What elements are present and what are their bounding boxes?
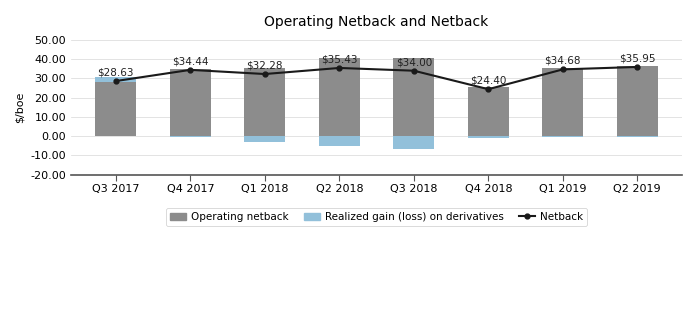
Bar bbox=[617, 66, 658, 136]
Text: $34.44: $34.44 bbox=[172, 56, 208, 66]
Text: $35.95: $35.95 bbox=[619, 53, 656, 63]
Bar bbox=[170, 69, 210, 136]
Text: $24.40: $24.40 bbox=[470, 76, 507, 86]
Bar bbox=[393, 58, 434, 136]
Bar bbox=[319, 58, 360, 136]
Title: Operating Netback and Netback: Operating Netback and Netback bbox=[264, 15, 489, 29]
Bar bbox=[95, 77, 137, 82]
Bar bbox=[245, 136, 285, 142]
Text: $28.63: $28.63 bbox=[98, 68, 134, 77]
Legend: Operating netback, Realized gain (loss) on derivatives, Netback: Operating netback, Realized gain (loss) … bbox=[166, 208, 588, 226]
Bar bbox=[170, 136, 210, 137]
Bar bbox=[95, 82, 137, 136]
Bar bbox=[245, 68, 285, 136]
Text: $35.43: $35.43 bbox=[321, 54, 358, 65]
Y-axis label: $/boe: $/boe bbox=[15, 92, 25, 123]
Bar bbox=[542, 136, 583, 137]
Text: $32.28: $32.28 bbox=[247, 60, 283, 70]
Bar bbox=[319, 136, 360, 146]
Bar bbox=[468, 136, 509, 138]
Text: $34.00: $34.00 bbox=[396, 57, 432, 67]
Bar bbox=[393, 136, 434, 149]
Bar bbox=[468, 87, 509, 136]
Bar bbox=[542, 68, 583, 136]
Bar bbox=[617, 136, 658, 137]
Text: $34.68: $34.68 bbox=[544, 56, 581, 66]
